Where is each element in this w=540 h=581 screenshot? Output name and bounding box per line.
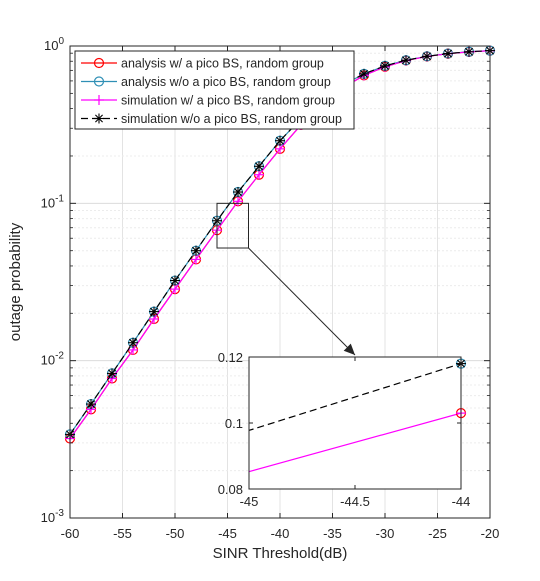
legend-box [74, 50, 355, 130]
data-point [149, 306, 159, 317]
data-point [233, 187, 243, 198]
data-point [128, 337, 138, 348]
y-tick-label: 10-2 [41, 351, 65, 368]
legend-marker [94, 113, 104, 124]
data-point [254, 161, 264, 172]
legend-label: analysis w/ a pico BS, random group [121, 57, 324, 71]
zoom-box-layer [216, 202, 356, 356]
data-point [254, 169, 264, 180]
data-point-d2 [108, 369, 116, 378]
data-point [275, 135, 285, 146]
data-point [86, 399, 96, 410]
y-tick-label: 10-3 [41, 508, 65, 525]
legend-marker-circle [93, 76, 105, 87]
data-point-d2 [255, 162, 263, 171]
x-tick-label: -55 [113, 526, 132, 541]
legend-entry: analysis w/o a pico BS, random group [81, 75, 331, 89]
x-tick-label: -40 [271, 526, 290, 541]
legend: analysis w/ a pico BS, random group analy… [74, 50, 355, 130]
legend-label: simulation w/ a pico BS, random group [121, 94, 335, 108]
inset-x-tick-label: -45 [240, 494, 259, 509]
inset: -45 -44.5 -44 0.08 0.1 0.12 [218, 350, 471, 509]
zoom-box [216, 202, 249, 249]
inset-series-line [249, 412, 461, 473]
legend-marker [94, 95, 104, 105]
data-point-d2 [276, 136, 284, 145]
data-point-d2 [150, 307, 158, 316]
data-point [401, 55, 411, 66]
data-point [422, 51, 432, 62]
data-point [233, 196, 243, 207]
data-point-d2 [402, 56, 410, 65]
data-point [107, 368, 117, 379]
x-tick-label: -60 [61, 526, 80, 541]
zoom-arrow-line [248, 247, 356, 356]
zoom-arrow-head [343, 343, 355, 355]
data-point-d2 [192, 246, 200, 255]
data-point-d2 [465, 47, 473, 56]
legend-marker [93, 76, 105, 87]
x-tick-label: -25 [428, 526, 447, 541]
legend-label: analysis w/o a pico BS, random group [121, 75, 331, 89]
data-point-d2 [129, 338, 137, 347]
data-point-d2 [234, 188, 242, 197]
data-point [443, 48, 453, 59]
x-tick-label: -30 [376, 526, 395, 541]
legend-entry: simulation w/o a pico BS, random group [81, 112, 342, 126]
x-tick-label: -50 [166, 526, 185, 541]
inset-x-tick-label: -44.5 [340, 494, 370, 509]
legend-marker-d2 [95, 114, 103, 123]
inset-y-tick-label: 0.1 [225, 416, 243, 431]
data-point-d2 [423, 52, 431, 61]
y-tick-label: 10-1 [41, 193, 65, 210]
data-point [464, 46, 474, 57]
y-axis-label: outage probability [7, 222, 24, 341]
data-point [380, 60, 390, 71]
data-point [359, 68, 369, 79]
data-point-d2 [171, 276, 179, 285]
legend-entry: analysis w/ a pico BS, random group [81, 57, 324, 71]
ticks: -60 -55 -50 -45 -40 -35 -30 -25 -20 10-3 10-2 10-1 1… [41, 36, 500, 541]
data-point [191, 245, 201, 256]
legend-marker [93, 57, 105, 69]
legend-label: simulation w/o a pico BS, random group [121, 112, 342, 126]
x-tick-label: -45 [218, 526, 237, 541]
x-tick-label: -35 [323, 526, 342, 541]
y-tick-label: 100 [44, 36, 64, 53]
data-point-d2 [360, 69, 368, 78]
x-tick-label: -20 [481, 526, 500, 541]
data-point-d2 [381, 61, 389, 70]
data-point [191, 254, 201, 265]
data-point [170, 275, 180, 286]
inset-background [249, 357, 461, 489]
data-point-d2 [444, 49, 452, 58]
data-point-d2 [87, 400, 95, 409]
inset-y-tick-label: 0.08 [218, 482, 243, 497]
inset-x-tick-label: -44 [452, 494, 471, 509]
data-point [170, 284, 180, 295]
legend-marker-circle [93, 57, 105, 69]
inset-y-tick-label: 0.12 [218, 350, 243, 365]
legend-entry: simulation w/ a pico BS, random group [81, 94, 335, 108]
series-simulation-without-pico-line [69, 49, 491, 435]
inset-series-layer [249, 363, 461, 473]
x-axis-label: SINR Threshold(dB) [213, 545, 348, 562]
